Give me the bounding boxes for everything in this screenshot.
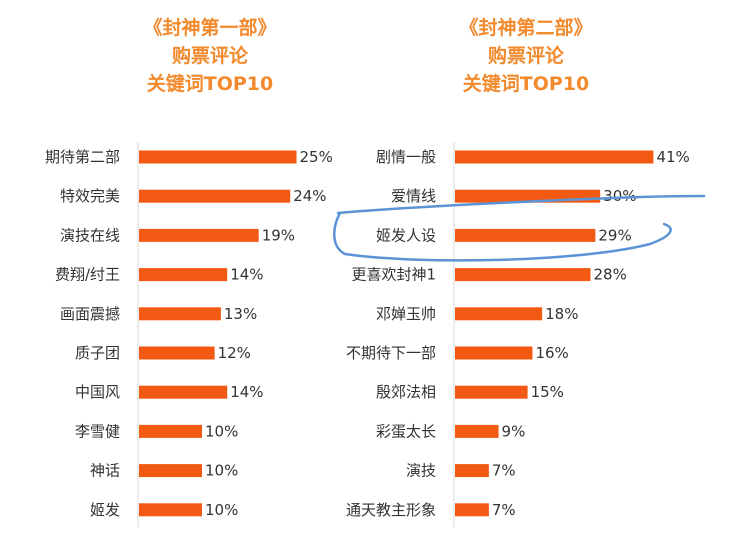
chart-2-category-label: 彩蛋太长: [376, 422, 436, 440]
chart-2-bar: [455, 346, 533, 360]
chart-1-value-label: 10%: [205, 462, 238, 480]
chart-1-category-label: 期待第二部: [45, 148, 120, 166]
chart-2-bar: [455, 150, 654, 164]
chart-2-title-line-3: 关键词TOP10: [462, 73, 590, 95]
chart-1-category-label: 李雪健: [75, 422, 120, 440]
chart-2-value-label: 16%: [535, 344, 568, 362]
chart-1-bar: [139, 228, 259, 242]
chart-1-value-label: 13%: [224, 305, 257, 323]
chart-2-value-label: 15%: [531, 383, 564, 401]
chart-2-value-label: 7%: [492, 462, 516, 480]
chart-1-value-label: 14%: [230, 383, 263, 401]
chart-2-bar: [455, 268, 591, 282]
chart-2-category-label: 姬发人设: [376, 226, 436, 244]
chart-2-value-label: 9%: [502, 422, 526, 440]
chart-1-category-label: 质子团: [75, 344, 120, 362]
chart-1-category-label: 神话: [90, 462, 120, 480]
highlight-curve-upper: [336, 194, 706, 215]
chart-1-category-label: 中国风: [75, 383, 120, 401]
chart-1-category-label: 姬发: [90, 501, 120, 519]
chart-2-value-label: 41%: [656, 148, 689, 166]
chart-2-title-line-2: 购票评论: [487, 45, 564, 67]
chart-1-bar: [139, 385, 228, 399]
chart-2-category-label: 邓婵玉帅: [376, 305, 436, 323]
chart-2-bar: [455, 464, 489, 478]
chart-2-value-label: 7%: [492, 501, 516, 519]
chart-1-bar: [139, 424, 202, 438]
chart-2-bar: [455, 228, 596, 242]
chart-2-value-label: 18%: [545, 305, 578, 323]
chart-1-category-label: 特效完美: [60, 187, 120, 205]
chart-1-bar: [139, 503, 202, 517]
chart-2-category-label: 不期待下一部: [346, 344, 436, 362]
chart-2-category-label: 殷郊法相: [376, 383, 436, 401]
chart-1-value-label: 10%: [205, 501, 238, 519]
chart-2-category-label: 通天教主形象: [346, 501, 436, 519]
chart-1-title-line-1: 《封神第一部》: [143, 17, 277, 39]
chart-1-bar: [139, 346, 215, 360]
chart-2: 剧情一般 41% 爱情线 30% 姬发人设 29% 更喜欢封神1 28% 邓婵玉帅 18% 不期待下…: [346, 142, 690, 528]
chart-1-value-label: 10%: [205, 422, 238, 440]
chart-2-bar: [455, 385, 528, 399]
chart-1-category-label: 费翔/纣王: [55, 266, 120, 284]
chart-2-value-label: 29%: [598, 226, 631, 244]
chart-1-title-line-2: 购票评论: [171, 45, 248, 67]
chart-1-bar: [139, 150, 297, 164]
chart-1-value-label: 12%: [218, 344, 251, 362]
chart-1-category-label: 画面震撼: [60, 305, 120, 323]
highlight-curve-lower: [333, 211, 672, 262]
chart-2-category-label: 爱情线: [391, 187, 436, 205]
chart-2-value-label: 30%: [603, 187, 636, 205]
chart-1-title: 《封神第一部》 购票评论 关键词TOP10: [80, 14, 340, 98]
chart-2-category-label: 更喜欢封神1: [351, 266, 436, 284]
chart-2-title-line-1: 《封神第二部》: [459, 17, 593, 39]
chart-1-bar: [139, 307, 221, 321]
chart-1-category-label: 演技在线: [60, 226, 120, 244]
chart-2-value-label: 28%: [594, 266, 627, 284]
chart-1: 期待第二部 25% 特效完美 24% 演技在线 19% 费翔/纣王 14% 画面震撼 13% 质子团…: [45, 142, 333, 528]
highlight-annotation: [333, 194, 706, 262]
chart-1-value-label: 24%: [293, 187, 326, 205]
chart-1-bar: [139, 268, 228, 282]
chart-1-value-label: 19%: [262, 226, 295, 244]
chart-1-bar: [139, 464, 202, 478]
chart-2-bar: [455, 307, 543, 321]
chart-1-value-label: 25%: [300, 148, 333, 166]
chart-2-category-label: 演技: [406, 462, 436, 480]
chart-1-bar: [139, 189, 291, 203]
chart-2-bar: [455, 503, 489, 517]
chart-2-bar: [455, 424, 499, 438]
chart-1-title-line-3: 关键词TOP10: [146, 73, 274, 95]
chart-2-title: 《封神第二部》 购票评论 关键词TOP10: [396, 14, 656, 98]
chart-1-value-label: 14%: [230, 266, 263, 284]
chart-2-category-label: 剧情一般: [376, 148, 436, 166]
